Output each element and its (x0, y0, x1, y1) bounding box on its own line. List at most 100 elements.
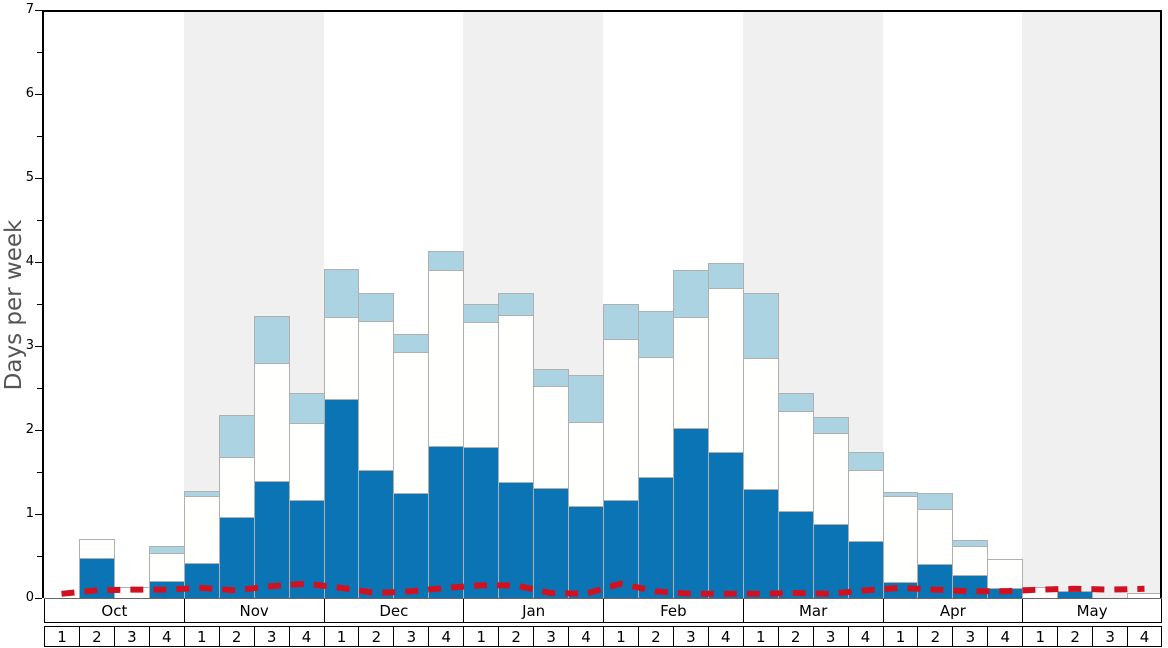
y-axis-spine (42, 10, 44, 598)
bar-oct-2-white (78, 539, 115, 559)
bar-jan-3-dark-blue (533, 487, 570, 599)
week-cell-dec-4: 4 (428, 626, 465, 647)
week-cell-nov-2: 2 (218, 626, 255, 647)
week-cell-oct-2: 2 (78, 626, 115, 647)
bar-feb-4-dark-blue (707, 451, 744, 599)
y-tick-major (35, 598, 42, 599)
month-label-oct: Oct (44, 599, 184, 623)
week-cell-feb-1: 1 (603, 626, 639, 647)
y-tick-label-4: 4 (25, 254, 34, 269)
bar-nov-1-white (183, 495, 220, 564)
month-label-dec: Dec (323, 599, 464, 623)
y-tick-minor (37, 52, 42, 53)
week-cell-mar-1: 1 (742, 626, 779, 647)
bar-jan-1-dark-blue (463, 446, 500, 599)
bar-feb-2-light-blue (637, 310, 674, 358)
bar-jan-1-white (463, 321, 500, 448)
bar-nov-3-white (253, 362, 290, 483)
bar-dec-1-light-blue (323, 268, 360, 318)
y-tick-label-2: 2 (25, 422, 34, 437)
week-cell-jan-4: 4 (568, 626, 604, 647)
bar-jan-3-light-blue (533, 368, 570, 388)
y-tick-minor (37, 136, 42, 137)
bar-feb-1-white (603, 339, 639, 501)
week-cell-dec-1: 1 (323, 626, 360, 647)
bar-dec-4-light-blue (428, 251, 465, 271)
y-tick-major (35, 346, 42, 347)
bar-nov-4-dark-blue (288, 499, 325, 599)
month-label-mar: Mar (742, 599, 883, 623)
bar-jan-2-light-blue (498, 293, 535, 316)
bar-oct-2-dark-blue (78, 557, 115, 599)
bar-apr-2-dark-blue (917, 564, 954, 599)
bar-nov-2-white (218, 456, 255, 518)
week-cell-nov-3: 3 (253, 626, 290, 647)
y-tick-minor (37, 472, 42, 473)
y-tick-minor (37, 220, 42, 221)
top-spine (42, 10, 1162, 12)
week-cell-oct-4: 4 (148, 626, 185, 647)
week-cell-feb-3: 3 (672, 626, 709, 647)
month-label-nov: Nov (183, 599, 324, 623)
y-tick-label-0: 0 (25, 590, 34, 605)
bar-dec-2-dark-blue (358, 470, 395, 599)
y-tick-major (35, 514, 42, 515)
bar-mar-2-white (777, 410, 814, 512)
bar-feb-4-white (707, 288, 744, 453)
y-tick-label-3: 3 (25, 338, 34, 353)
bar-oct-4-dark-blue (148, 581, 185, 599)
bar-nov-4-light-blue (288, 393, 325, 425)
y-tick-minor (37, 304, 42, 305)
bar-dec-1-dark-blue (323, 398, 360, 599)
month-band-oct (44, 10, 184, 598)
bar-dec-1-white (323, 316, 360, 400)
bar-dec-4-white (428, 269, 465, 447)
bar-nov-1-dark-blue (183, 562, 220, 599)
week-cell-mar-3: 3 (812, 626, 849, 647)
bar-apr-3-white (952, 545, 989, 577)
bar-mar-2-light-blue (777, 393, 814, 412)
bar-mar-3-light-blue (812, 417, 849, 435)
bar-mar-3-dark-blue (812, 524, 849, 599)
bar-dec-4-dark-blue (428, 445, 465, 599)
bar-feb-3-light-blue (672, 269, 709, 318)
bar-dec-3-light-blue (393, 334, 430, 353)
week-cell-mar-2: 2 (777, 626, 814, 647)
bar-nov-2-dark-blue (218, 516, 255, 599)
bar-jan-1-light-blue (463, 304, 500, 323)
bar-apr-1-white (882, 496, 919, 584)
week-cell-apr-3: 3 (952, 626, 989, 647)
y-tick-label-7: 7 (25, 2, 34, 17)
bar-apr-1-dark-blue (882, 582, 919, 599)
y-axis-title: Days per week (1, 219, 27, 391)
bar-mar-4-dark-blue (847, 540, 884, 599)
y-tick-label-1: 1 (25, 506, 34, 521)
month-label-feb: Feb (603, 599, 743, 623)
bar-feb-1-dark-blue (603, 499, 639, 599)
bar-apr-2-white (917, 508, 954, 566)
bar-nov-2-light-blue (218, 414, 255, 458)
week-cell-dec-3: 3 (393, 626, 430, 647)
bar-mar-4-white (847, 470, 884, 542)
week-cell-mar-4: 4 (847, 626, 884, 647)
week-cell-may-3: 3 (1092, 626, 1129, 647)
week-cell-apr-1: 1 (882, 626, 919, 647)
week-cell-jan-3: 3 (533, 626, 570, 647)
bar-dec-3-white (393, 351, 430, 494)
bar-jan-4-light-blue (568, 375, 604, 423)
bar-mar-2-dark-blue (777, 510, 814, 599)
bar-mar-3-white (812, 433, 849, 526)
week-cell-apr-4: 4 (987, 626, 1024, 647)
bar-jan-2-white (498, 314, 535, 484)
y-tick-major (35, 262, 42, 263)
bar-mar-1-dark-blue (742, 488, 779, 599)
month-label-jan: Jan (463, 599, 603, 623)
bar-oct-4-white (148, 552, 185, 583)
week-cell-may-1: 1 (1022, 626, 1059, 647)
week-cell-nov-4: 4 (288, 626, 325, 647)
week-cell-feb-4: 4 (707, 626, 744, 647)
y-tick-major (35, 430, 42, 431)
week-cell-oct-1: 1 (44, 626, 80, 647)
month-label-apr: Apr (882, 599, 1023, 623)
